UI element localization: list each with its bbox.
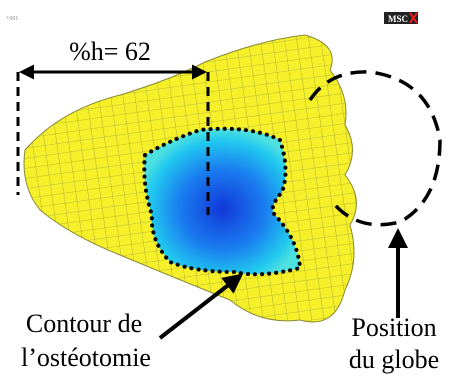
- globe-label: Position: [351, 313, 436, 342]
- contour-label: l’ostéotomie: [21, 343, 151, 372]
- globe-label: du globe: [349, 345, 439, 374]
- code: +001: [6, 16, 18, 22]
- figure: +001 MSC %h= 62 Contour de l’ostéotomie …: [0, 0, 455, 381]
- height-label: %h= 62: [69, 37, 151, 66]
- logo-text: MSC: [388, 14, 408, 24]
- contour-label: Contour de: [26, 309, 142, 338]
- logo: MSC: [384, 12, 418, 24]
